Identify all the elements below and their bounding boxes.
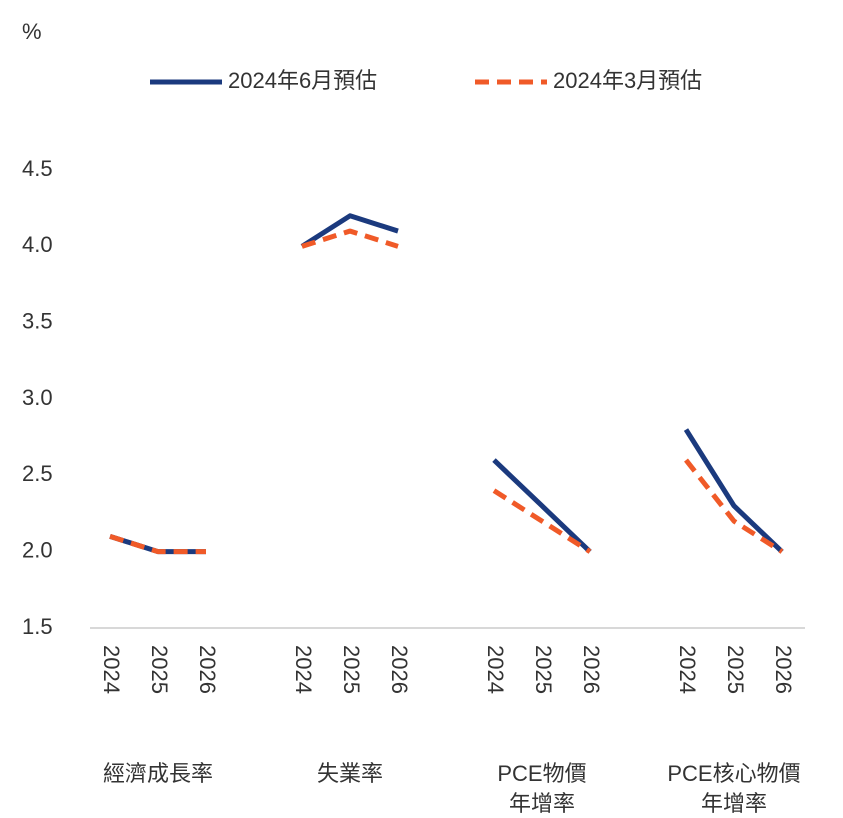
x-tick-label: 2024 (99, 645, 124, 694)
x-tick-label: 2024 (483, 645, 508, 694)
y-tick-label: 3.5 (22, 308, 53, 333)
legend-label: 2024年6月預估 (228, 68, 377, 93)
x-tick-label: 2026 (771, 645, 796, 694)
group-label: 經濟成長率 (103, 761, 213, 786)
y-unit: % (22, 19, 42, 44)
x-tick-label: 2026 (195, 645, 220, 694)
y-tick-label: 1.5 (22, 614, 53, 639)
series-line (109, 228, 784, 555)
x-tick-label: 2025 (723, 645, 748, 694)
x-tick-label: 2026 (579, 645, 604, 694)
x-tick-label: 2026 (387, 645, 412, 694)
group-label: PCE核心物價 (667, 761, 800, 786)
group-label: 年增率 (509, 791, 575, 816)
x-tick-label: 2024 (291, 645, 316, 694)
group-label: 年增率 (701, 791, 767, 816)
group-label: PCE物價 (497, 761, 586, 786)
y-tick-label: 2.0 (22, 537, 53, 562)
legend-label: 2024年3月預估 (553, 68, 702, 93)
y-tick-label: 4.0 (22, 232, 53, 257)
series-line (109, 213, 784, 555)
y-tick-label: 3.0 (22, 385, 53, 410)
y-tick-label: 4.5 (22, 156, 53, 181)
x-tick-label: 2025 (531, 645, 556, 694)
x-tick-label: 2024 (675, 645, 700, 694)
x-tick-label: 2025 (147, 645, 172, 694)
y-tick-label: 2.5 (22, 461, 53, 486)
group-label: 失業率 (317, 761, 383, 786)
x-tick-label: 2025 (339, 645, 364, 694)
